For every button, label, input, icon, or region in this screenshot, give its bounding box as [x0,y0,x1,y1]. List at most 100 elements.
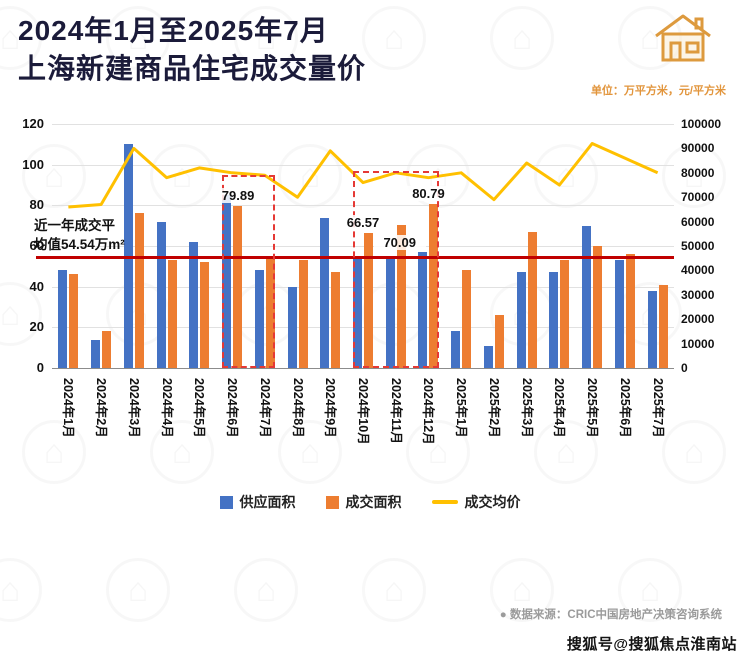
bar-supply [614,260,624,368]
data-source-note: ● 数据来源：CRIC中国房地产决策咨询系统 [500,606,722,622]
house-watermark-icon: ⌂ [490,6,554,70]
house-watermark-icon: ⌂ [22,144,86,208]
bar-transaction [364,232,373,368]
x-axis-category-label: 2024年7月 [257,378,272,438]
bar-transaction [593,246,603,368]
house-watermark-icon: ⌂ [362,6,426,70]
chart: 0 20 40 60 80 100 120 0 10000 20000 30000 40000 5000… [0,112,740,480]
data-source-text: 数据来源：CRIC中国房地产决策咨询系统 [509,609,722,621]
x-axis-category-label: 2024年2月 [94,378,109,438]
highlight-box [352,170,439,368]
average-line [36,256,674,260]
house-watermark-icon: ⌂ [406,420,470,484]
bar-supply [549,272,559,368]
legend-square-swatch [325,495,339,509]
gridline [52,286,674,288]
house-watermark-icon: ⌂ [234,6,298,70]
data-label: 79.89 [212,187,265,203]
y-axis-right-tick-label: 80000 [681,165,715,180]
bar-supply [156,221,166,368]
average-line-label: 近一年成交平 均值54.54万m² [34,217,125,255]
house-watermark-icon: ⌂ [618,558,682,622]
y-axis-left-tick-label: 40 [29,278,44,294]
y-axis-right-tick-label: 30000 [681,287,715,302]
bar-supply [516,272,526,368]
bar-supply [254,270,264,368]
house-watermark-icon: ⌂ [534,420,598,484]
gridline [52,246,674,247]
y-axis-right-tick-label: 0 [681,361,688,375]
house-watermark-icon: ⌂ [22,420,86,484]
bar-transaction [560,260,570,368]
title-line-2: 上海新建商品住宅成交量价 [18,52,367,84]
house-watermark-icon: ⌂ [490,558,554,622]
price-line [68,142,659,209]
bar-transaction [625,254,635,368]
gridline [52,327,674,329]
y-axis-left-tick-label: 20 [29,319,44,335]
bar-transaction [298,260,308,368]
bar-supply [582,225,592,368]
bar-transaction [200,262,210,368]
bar-supply [222,195,232,368]
house-watermark-icon: ⌂ [0,558,42,622]
x-axis-category-label: 2025年7月 [650,378,665,438]
y-axis-right-tick-label: 40000 [681,263,715,278]
x-axis-category-label: 2025年4月 [552,378,567,438]
x-axis-category-label: 2024年3月 [126,378,141,438]
bar-supply [647,290,657,368]
x-axis-category-label: 2024年8月 [290,378,305,438]
bar-transaction [658,284,668,368]
average-label-line2: 均值54.54万m² [34,236,125,252]
house-watermark-icon: ⌂ [662,420,726,484]
bar-transaction [69,274,79,368]
legend-label: 成交均价 [464,494,521,510]
bar-supply [483,345,493,368]
house-watermark-icon: ⌂ [234,558,298,622]
bar-transaction [233,205,243,368]
x-axis-category-label: 2025年1月 [454,378,469,438]
legend-label: 成交面积 [345,494,402,510]
house-watermark-icon: ⌂ [150,420,214,484]
legend-item: 供应面积 [219,492,296,512]
y-axis-left-tick-label: 120 [22,116,44,131]
bar-supply [91,339,101,368]
bar-transaction [429,203,439,368]
page-title: 2024年1月至2025年7月 上海新建商品住宅成交量价 [18,12,366,87]
data-label: 66.57 [337,214,389,230]
title-line-1: 2024年1月至2025年7月 [18,15,329,46]
y-axis-left-tick-label: 0 [36,360,44,375]
house-watermark-icon: ⌂ [278,420,342,484]
bar-supply [287,286,297,368]
chart-legend: 供应面积 成交面积 成交均价 [0,492,740,512]
y-axis-right-tick-label: 70000 [681,190,715,205]
house-watermark-icon: ⌂ [106,6,170,70]
x-axis-category-label: 2024年5月 [192,378,207,438]
legend-label: 供应面积 [239,494,296,510]
legend-item: 成交面积 [325,492,402,512]
gridline [52,164,674,166]
bar-supply [353,258,362,368]
x-axis-category-label: 2024年9月 [323,378,338,438]
bar-transaction [331,272,341,368]
bar-supply [320,217,330,368]
legend-square-swatch [219,495,233,509]
legend-line-swatch [431,500,458,504]
x-axis-line [52,368,674,369]
bar-transaction [265,258,275,368]
x-axis-category-label: 2025年5月 [585,378,600,438]
bar-transaction [527,231,537,368]
bar-supply [385,258,395,368]
bar-transaction [462,270,472,368]
bar-transaction [167,260,177,368]
bar-supply [418,252,428,368]
house-watermark-icon: ⌂ [362,558,426,622]
house-watermark-icon: ⌂ [150,144,214,208]
sohu-watermark-text: 搜狐号@搜狐焦点淮南站 [566,636,737,653]
highlight-box [221,174,276,368]
house-watermark-icon: ⌂ [662,144,726,208]
y-axis-right-tick-label: 60000 [681,214,715,229]
x-axis-category-label: 2024年11月 [388,378,403,445]
y-axis-right-tick-label: 50000 [681,239,715,253]
